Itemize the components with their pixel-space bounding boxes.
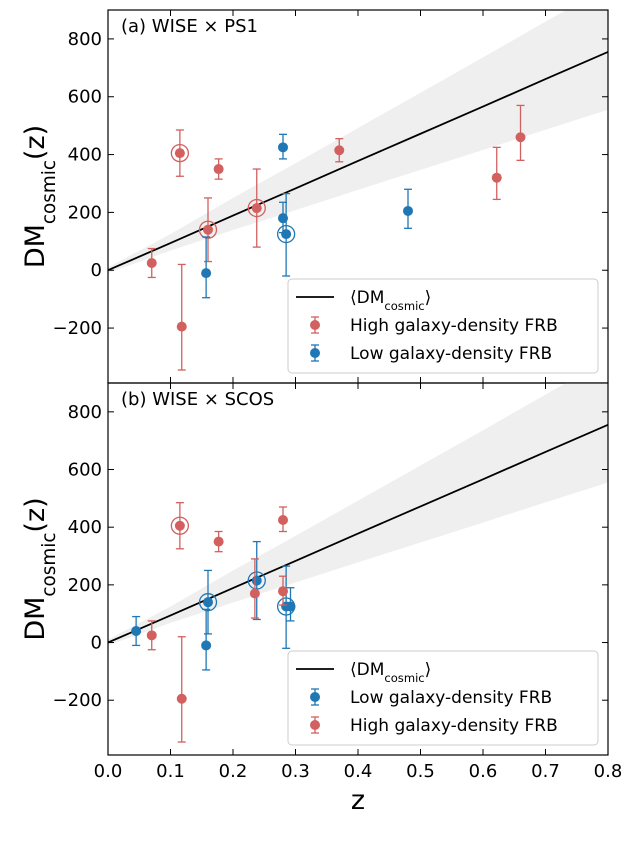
- point: [278, 142, 288, 153]
- y-label-main: DM: [20, 597, 51, 641]
- point: [201, 268, 212, 279]
- y-tick-label: 600: [68, 460, 102, 481]
- legend-label-main: ⟨DM: [350, 288, 384, 308]
- point: [176, 321, 187, 332]
- legend-label-sub: cosmic: [384, 299, 424, 313]
- y-tick-label: −200: [53, 690, 102, 711]
- point: [213, 536, 224, 547]
- point: [174, 520, 185, 531]
- y-tick-label: 800: [68, 402, 102, 423]
- y-tick-label: 600: [68, 87, 102, 108]
- y-label-sub: cosmic: [39, 160, 60, 224]
- panel-label: (b) WISE × SCOS: [121, 389, 274, 410]
- point: [251, 203, 262, 214]
- legend-label: Low galaxy-density FRB: [350, 344, 552, 364]
- point: [334, 145, 345, 156]
- highlight-ring: [170, 516, 190, 535]
- band: [108, 10, 608, 274]
- legend-marker: [310, 720, 320, 730]
- point: [281, 229, 292, 240]
- legend: ⟨DMcosmic⟩ Low galaxy-density FRB High gal…: [287, 650, 599, 746]
- legend-label: High galaxy-density FRB: [350, 716, 558, 736]
- point: [278, 586, 288, 597]
- band: [108, 383, 608, 646]
- point: [203, 224, 213, 235]
- point: [285, 601, 296, 612]
- legend-label: ⟨DMcosmic⟩: [350, 660, 431, 685]
- point: [174, 148, 185, 159]
- x-tick-label: 0.1: [156, 761, 185, 782]
- model-line: [108, 423, 608, 644]
- x-tick-label: 0.4: [344, 761, 373, 782]
- y-tick-label: 400: [68, 145, 102, 166]
- x-tick-label: 0.5: [406, 761, 435, 782]
- y-tick-label: 0: [91, 260, 102, 281]
- y-label: DMcosmic(z): [20, 125, 60, 268]
- point: [201, 640, 212, 651]
- highlight-ring: [170, 143, 190, 163]
- point: [176, 693, 187, 704]
- legend-label: High galaxy-density FRB: [350, 316, 558, 336]
- highlight-ring: [247, 198, 266, 218]
- legend-box: [287, 650, 599, 746]
- x-label: z: [351, 785, 365, 816]
- x-tick-label: 0.0: [94, 761, 123, 782]
- legend-label: Low galaxy-density FRB: [350, 688, 552, 708]
- point: [403, 205, 413, 216]
- x-tick-label: 0.3: [281, 761, 310, 782]
- x-tick-label: 0.6: [469, 761, 498, 782]
- y-tick-label: 200: [68, 575, 102, 596]
- point: [278, 514, 288, 525]
- highlight-ring: [198, 220, 218, 239]
- y-label-after: (z): [20, 497, 51, 532]
- x-tick-label: 0.7: [531, 761, 560, 782]
- model-line: [108, 51, 608, 272]
- legend-label-main: ⟨DM: [350, 660, 384, 680]
- x-tick-label: 0.2: [219, 761, 248, 782]
- y-tick-label: −200: [53, 318, 102, 339]
- point: [203, 597, 213, 608]
- point: [249, 588, 260, 599]
- legend-marker: [310, 692, 320, 702]
- legend-marker: [310, 320, 320, 330]
- highlight-ring: [276, 224, 296, 244]
- y-tick-label: 400: [68, 517, 102, 538]
- legend-label-after: ⟩: [425, 288, 432, 308]
- y-label-main: DM: [20, 224, 51, 268]
- legend-label-sub: cosmic: [384, 671, 424, 685]
- y-label-after: (z): [20, 125, 51, 160]
- point: [146, 258, 157, 269]
- point: [213, 164, 224, 175]
- highlight-ring: [198, 593, 218, 612]
- legend-label: ⟨DMcosmic⟩: [350, 288, 431, 313]
- point: [491, 172, 502, 183]
- point: [146, 630, 157, 641]
- x-tick-label: 0.8: [594, 761, 623, 782]
- legend-box: [287, 278, 599, 374]
- point: [251, 575, 262, 586]
- panel-label: (a) WISE × PS1: [121, 16, 258, 37]
- y-label: DMcosmic(z): [20, 497, 60, 640]
- point: [131, 626, 142, 636]
- legend-label-after: ⟩: [425, 660, 432, 680]
- y-label-sub: cosmic: [39, 533, 60, 597]
- legend-marker: [310, 348, 320, 358]
- legend: ⟨DMcosmic⟩ High galaxy-density FRB Low gal…: [287, 278, 599, 374]
- y-tick-label: 800: [68, 29, 102, 50]
- plot-area: [108, 383, 608, 743]
- y-tick-label: 0: [91, 633, 102, 654]
- plot-area: [108, 10, 608, 371]
- y-tick-label: 200: [68, 202, 102, 223]
- point: [515, 132, 526, 143]
